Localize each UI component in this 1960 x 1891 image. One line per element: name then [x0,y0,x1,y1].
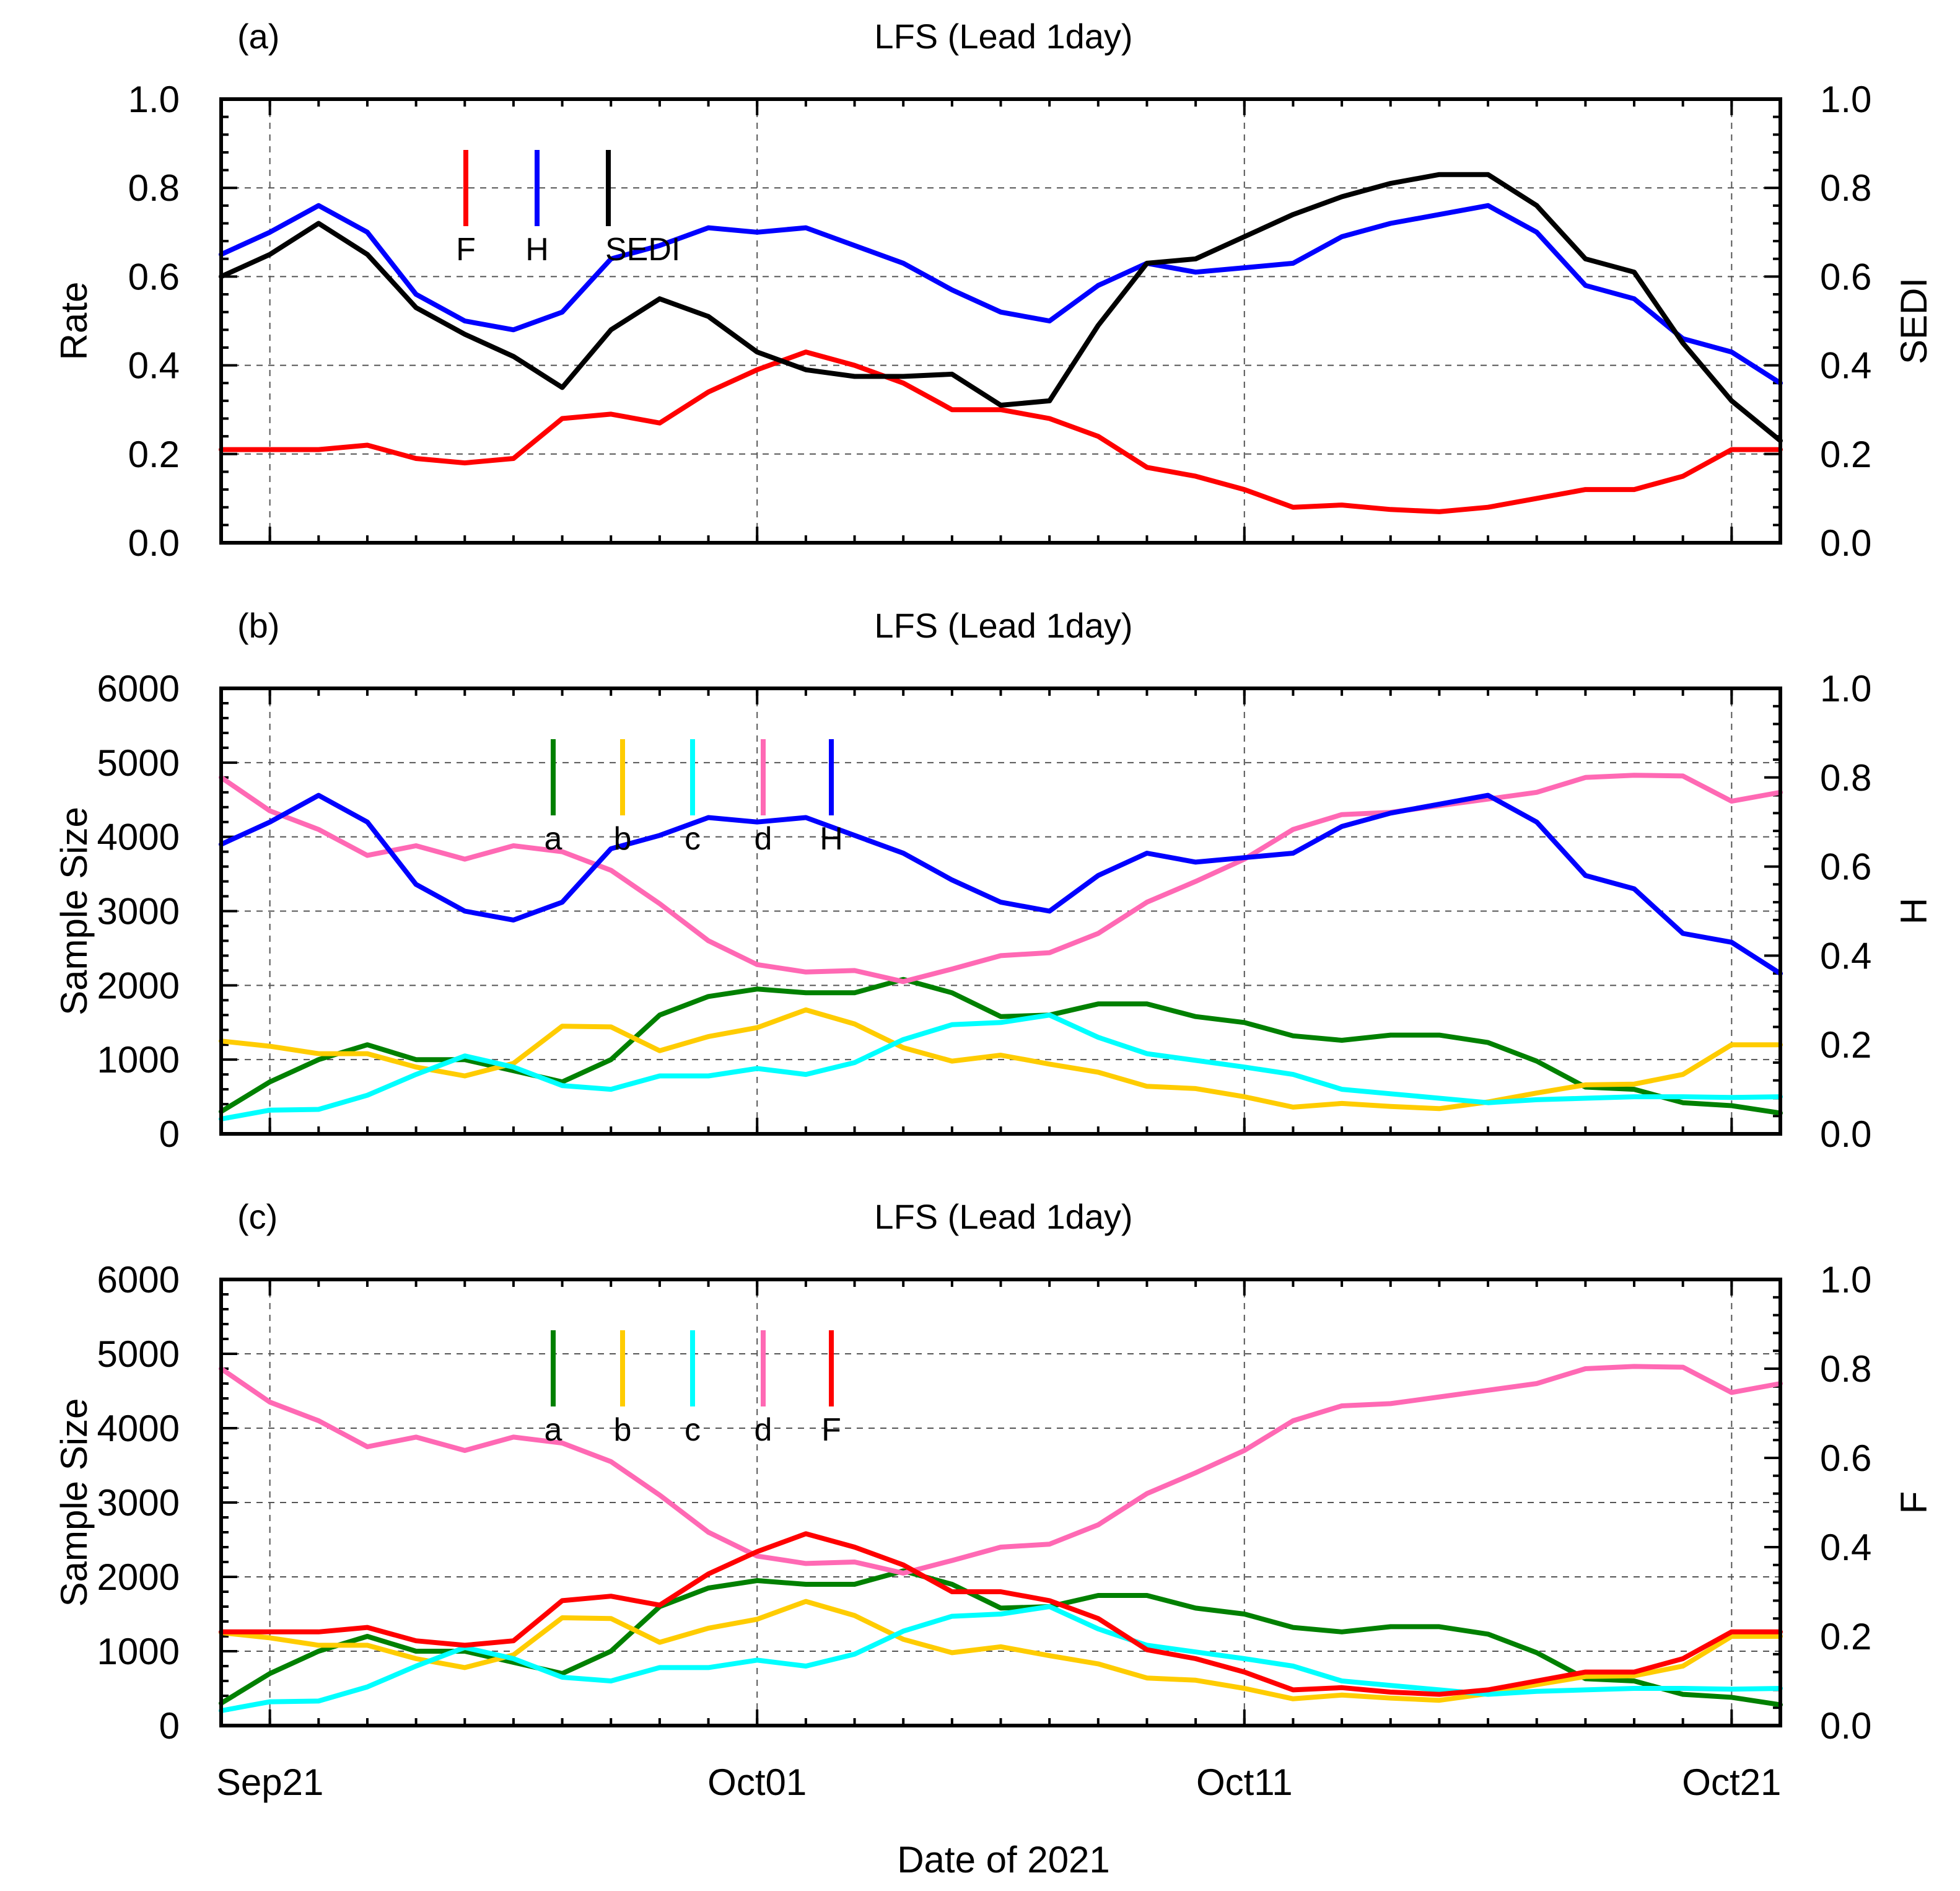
y-right-tick-label: 0.0 [1820,1113,1871,1155]
legend-label-h: H [820,821,843,857]
y-right-tick-label: 1.0 [1820,668,1871,709]
legend-label-d: d [755,1412,772,1448]
panel-label: (b) [237,606,279,645]
series-line-a [219,976,1783,1116]
y-right-axis-title: F [1893,1491,1935,1514]
y-left-tick-label: 5000 [97,742,180,784]
plot-frame [219,97,1782,545]
legend-label-a: a [545,1412,562,1448]
y-right-tick-label: 0.0 [1820,522,1871,564]
y-left-axis-title: Rate [53,282,95,361]
panel-title: LFS (Lead 1day) [874,17,1132,56]
series-line-b [219,1007,1783,1112]
y-right-tick-label: 0.2 [1820,1616,1871,1657]
x-tick-label: Oct11 [1196,1762,1293,1803]
panel-label: (a) [237,17,279,56]
panel-title: LFS (Lead 1day) [874,1197,1132,1236]
series-line-sedi [219,172,1783,444]
y-right-tick-label: 0.6 [1820,256,1871,297]
y-right-tick-label: 0.4 [1820,1527,1871,1568]
legend-label-a: a [545,821,562,857]
legend-label-b: b [614,1412,632,1448]
series-line-d [219,773,1783,985]
y-right-tick-label: 1.0 [1820,1259,1871,1301]
y-left-tick-label: 3000 [97,891,180,932]
y-left-tick-label: 0.0 [128,522,180,564]
legend-label-d: d [755,821,772,857]
series-line-b [219,1599,1783,1703]
y-right-tick-label: 0.8 [1820,1348,1871,1390]
legend-label-b: b [614,821,632,857]
y-left-tick-label: 0.6 [128,256,180,297]
y-left-tick-label: 0.2 [128,434,180,475]
plot-frame [219,1278,1782,1727]
y-left-tick-label: 2000 [97,965,180,1006]
y-left-tick-label: 6000 [97,1259,180,1301]
y-left-tick-label: 4000 [97,817,180,858]
y-left-tick-label: 0 [159,1705,180,1747]
y-right-tick-label: 0.0 [1820,1705,1871,1747]
y-right-tick-label: 0.4 [1820,345,1871,387]
legend-label-c: c [685,1412,701,1448]
legend-label-f: F [456,232,476,268]
series-line-f [219,1531,1783,1697]
y-left-tick-label: 6000 [97,668,180,709]
y-right-tick-label: 1.0 [1820,79,1871,120]
y-right-axis-title: SEDI [1893,278,1935,364]
panel-label: (c) [237,1197,278,1236]
y-left-tick-label: 5000 [97,1333,180,1375]
y-right-tick-label: 0.2 [1820,434,1871,475]
y-right-tick-label: 0.4 [1820,935,1871,976]
y-left-axis-title: Sample Size [53,1398,95,1607]
y-left-tick-label: 1.0 [128,79,180,120]
legend-label-sedi: SEDI [605,232,680,268]
x-tick-label: Sep21 [216,1762,324,1803]
y-right-tick-label: 0.8 [1820,757,1871,799]
plot-frame [219,687,1782,1136]
y-left-tick-label: 1000 [97,1631,180,1672]
y-right-tick-label: 0.8 [1820,167,1871,209]
series-line-h [219,792,1783,976]
y-right-tick-label: 0.6 [1820,1437,1871,1479]
y-right-tick-label: 0.6 [1820,846,1871,888]
x-tick-label: Oct01 [707,1762,807,1803]
y-left-tick-label: 2000 [97,1556,180,1598]
legend-label-h: H [525,232,549,268]
y-left-tick-label: 3000 [97,1482,180,1524]
series-line-c [219,1012,1783,1121]
panel-title: LFS (Lead 1day) [874,606,1132,645]
series-line-f [219,349,1783,514]
y-right-tick-label: 0.2 [1820,1024,1871,1066]
legend-label-c: c [685,821,701,857]
series-line-c [219,1604,1783,1713]
legend-label-f: F [821,1412,841,1448]
y-left-tick-label: 0 [159,1113,180,1155]
series-line-a [219,1568,1783,1708]
y-right-axis-title: H [1893,898,1935,924]
series-line-h [219,203,1783,386]
x-tick-label: Oct21 [1682,1762,1781,1803]
y-left-tick-label: 1000 [97,1039,180,1081]
y-left-tick-label: 0.8 [128,167,180,209]
y-left-axis-title: Sample Size [53,807,95,1016]
y-left-tick-label: 4000 [97,1408,180,1449]
y-left-tick-label: 0.4 [128,345,180,387]
series-line-d [219,1364,1783,1576]
x-axis-title: Date of 2021 [897,1839,1110,1880]
